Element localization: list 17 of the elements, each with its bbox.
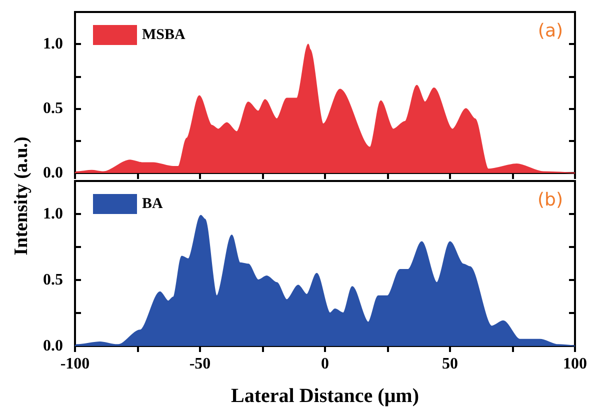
x-tick-label: 100	[563, 356, 587, 372]
legend-label: MSBA	[142, 27, 186, 43]
x-tick-label: -100	[60, 356, 90, 372]
y-tick-label: 0.0	[43, 338, 63, 354]
x-tick-label: 50	[442, 356, 458, 372]
annotation: (b)	[538, 190, 564, 210]
legend-label: BA	[142, 196, 164, 212]
y-tick-label: 0.5	[43, 100, 63, 118]
annotation: (a)	[538, 20, 564, 42]
x-tick-label: -50	[189, 356, 211, 372]
y-tick-label: 0.5	[43, 272, 63, 288]
y-axis-title: Intensity (a.u.)	[11, 136, 33, 256]
y-tick-label: 1.0	[43, 36, 63, 53]
x-axis-title: Lateral Distance (μm)	[231, 385, 419, 407]
y-tick-label: 0.0	[43, 164, 63, 182]
y-tick-label: 1.0	[43, 206, 63, 222]
x-tick-label: 0	[321, 356, 329, 372]
